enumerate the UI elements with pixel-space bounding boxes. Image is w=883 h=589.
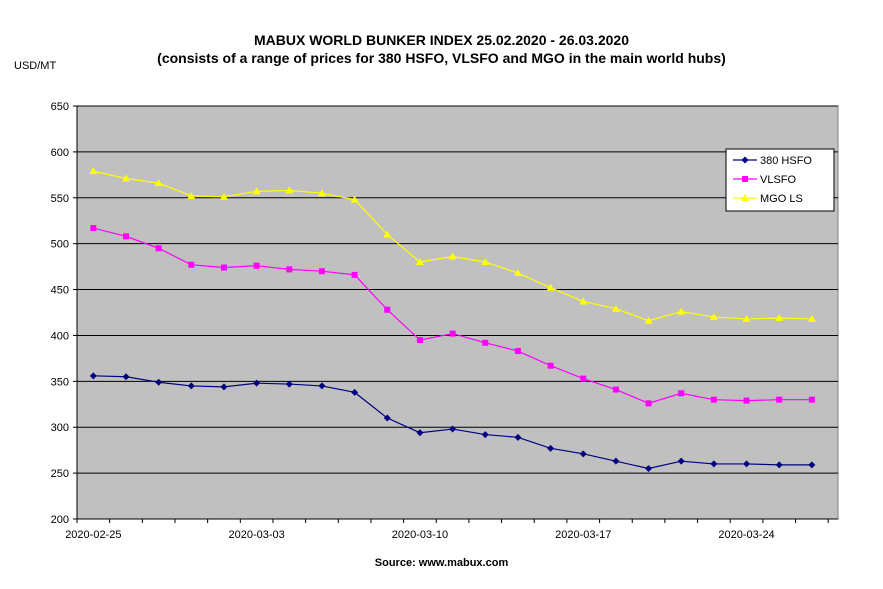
data-point-2 <box>775 314 784 322</box>
data-point-1 <box>416 337 423 344</box>
data-point-0 <box>318 382 326 390</box>
x-tick-label: 2020-03-24 <box>718 529 774 541</box>
legend-marker <box>741 194 749 201</box>
data-point-0 <box>383 414 391 422</box>
data-point-2 <box>89 167 98 175</box>
legend-label: VLSFO <box>760 174 797 186</box>
data-point-0 <box>351 388 359 396</box>
data-point-1 <box>318 268 325 275</box>
data-point-0 <box>710 460 718 468</box>
chart-subtitle: (consists of a range of prices for 380 H… <box>157 50 726 66</box>
legend-marker <box>741 156 749 164</box>
data-point-0 <box>514 433 522 441</box>
data-point-1 <box>808 396 815 403</box>
data-point-2 <box>579 297 588 305</box>
data-point-0 <box>187 382 195 390</box>
source-note: Source: www.mabux.com <box>374 557 509 569</box>
y-tick-label: 500 <box>51 239 69 251</box>
data-point-1 <box>188 261 195 268</box>
data-point-2 <box>742 314 751 322</box>
data-point-1 <box>580 375 587 382</box>
data-point-2 <box>709 313 718 321</box>
y-tick-label: 400 <box>51 330 69 342</box>
data-point-2 <box>187 191 196 199</box>
data-point-0 <box>612 457 620 465</box>
data-point-2 <box>546 283 555 291</box>
data-point-2 <box>154 179 163 187</box>
data-point-2 <box>677 307 686 315</box>
legend-label: MGO LS <box>760 193 803 205</box>
data-point-2 <box>383 230 392 238</box>
data-point-2 <box>219 192 228 200</box>
data-point-1 <box>90 225 97 232</box>
data-point-2 <box>448 252 457 260</box>
data-point-2 <box>350 195 359 203</box>
data-point-1 <box>286 266 293 273</box>
y-tick-label: 300 <box>51 422 69 434</box>
data-point-0 <box>253 379 261 387</box>
data-point-0 <box>579 450 587 458</box>
y-tick-label: 550 <box>51 193 69 205</box>
data-point-0 <box>775 461 783 469</box>
plot-area <box>76 105 839 520</box>
x-tick-label: 2020-03-03 <box>228 529 284 541</box>
data-point-0 <box>285 380 293 388</box>
data-point-2 <box>644 316 653 324</box>
y-tick-label: 450 <box>51 285 69 297</box>
data-point-0 <box>677 457 685 465</box>
legend-label: 380 HSFO <box>760 155 812 167</box>
data-point-1 <box>776 396 783 403</box>
data-point-0 <box>449 425 457 433</box>
data-point-2 <box>611 304 620 312</box>
data-point-0 <box>122 373 130 381</box>
data-point-1 <box>514 348 521 355</box>
data-point-1 <box>678 390 685 397</box>
data-point-1 <box>710 396 717 403</box>
data-point-0 <box>547 444 555 452</box>
data-point-2 <box>513 269 522 277</box>
data-point-1 <box>449 330 456 337</box>
data-point-2 <box>252 187 261 195</box>
data-point-0 <box>89 372 97 380</box>
data-point-2 <box>285 186 294 194</box>
x-tick-label: 2020-02-25 <box>65 529 121 541</box>
legend-marker <box>742 176 748 182</box>
y-tick-label: 350 <box>51 376 69 388</box>
data-point-1 <box>253 262 260 269</box>
data-point-0 <box>481 431 489 439</box>
data-point-0 <box>155 378 163 386</box>
x-tick-label: 2020-03-10 <box>392 529 448 541</box>
data-point-1 <box>547 362 554 369</box>
data-point-1 <box>351 271 358 278</box>
chart-title: MABUX WORLD BUNKER INDEX 25.02.2020 - 26… <box>253 32 630 48</box>
data-point-1 <box>645 400 652 407</box>
y-tick-label: 650 <box>51 101 69 113</box>
y-tick-label: 200 <box>51 514 69 526</box>
data-point-2 <box>481 258 490 266</box>
data-point-0 <box>808 461 816 469</box>
data-point-2 <box>317 189 326 197</box>
data-point-1 <box>220 264 227 271</box>
data-point-1 <box>122 233 129 240</box>
data-point-0 <box>220 383 228 391</box>
data-point-1 <box>155 245 162 252</box>
data-point-2 <box>121 174 130 182</box>
y-axis-label: USD/MT <box>14 60 57 72</box>
x-tick-label: 2020-03-17 <box>555 529 611 541</box>
data-point-2 <box>415 258 424 266</box>
data-point-1 <box>482 339 489 346</box>
y-tick-label: 250 <box>51 468 69 480</box>
data-point-1 <box>384 306 391 313</box>
data-point-2 <box>807 314 816 322</box>
data-point-0 <box>645 465 653 473</box>
y-tick-label: 600 <box>51 147 69 159</box>
data-point-1 <box>743 397 750 404</box>
data-point-1 <box>612 386 619 393</box>
data-point-0 <box>743 460 751 468</box>
data-point-0 <box>416 429 424 437</box>
